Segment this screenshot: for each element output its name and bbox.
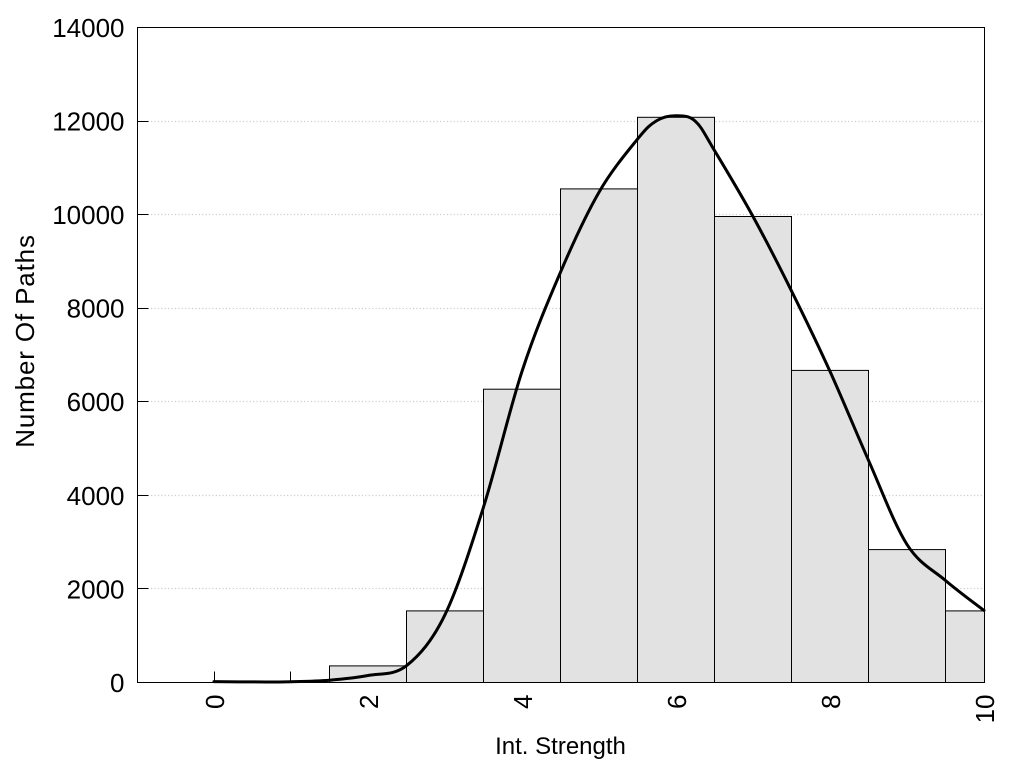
svg-text:Int. Strength: Int. Strength: [495, 733, 626, 760]
svg-text:8000: 8000: [67, 294, 125, 324]
svg-text:Number Of Paths: Number Of Paths: [10, 234, 40, 448]
svg-text:6: 6: [662, 695, 692, 709]
svg-text:2000: 2000: [67, 574, 125, 604]
svg-text:12000: 12000: [52, 107, 124, 137]
svg-text:14000: 14000: [52, 13, 124, 43]
svg-text:10000: 10000: [52, 200, 124, 230]
svg-text:2: 2: [354, 695, 384, 709]
svg-text:6000: 6000: [67, 387, 125, 417]
svg-text:10: 10: [970, 695, 1000, 724]
svg-text:0: 0: [110, 668, 124, 698]
svg-text:4: 4: [508, 695, 538, 709]
svg-text:0: 0: [200, 695, 230, 709]
svg-text:8: 8: [816, 695, 846, 709]
svg-text:4000: 4000: [67, 481, 125, 511]
